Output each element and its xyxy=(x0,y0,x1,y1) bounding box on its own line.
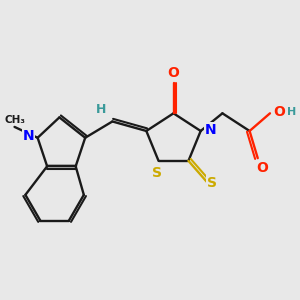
Text: CH₃: CH₃ xyxy=(4,115,25,125)
Text: H: H xyxy=(96,103,106,116)
Text: N: N xyxy=(205,123,216,136)
Text: O: O xyxy=(273,105,285,119)
Text: O: O xyxy=(256,161,268,176)
Text: O: O xyxy=(168,66,179,80)
Text: S: S xyxy=(152,166,162,180)
Text: N: N xyxy=(23,129,34,142)
Text: S: S xyxy=(207,176,218,190)
Text: H: H xyxy=(287,107,296,117)
